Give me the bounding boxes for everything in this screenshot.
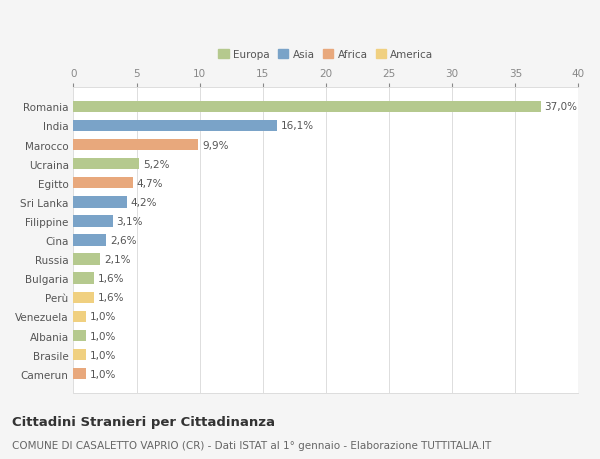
Text: 2,1%: 2,1%: [104, 255, 130, 264]
Text: 1,6%: 1,6%: [97, 293, 124, 302]
Text: 9,9%: 9,9%: [202, 140, 229, 150]
Bar: [73, 216, 113, 227]
Text: COMUNE DI CASALETTO VAPRIO (CR) - Dati ISTAT al 1° gennaio - Elaborazione TUTTIT: COMUNE DI CASALETTO VAPRIO (CR) - Dati I…: [12, 440, 491, 450]
Bar: [73, 178, 133, 189]
Bar: [73, 349, 86, 361]
Text: 1,0%: 1,0%: [90, 312, 116, 322]
Bar: [73, 368, 86, 380]
Bar: [73, 254, 100, 265]
Text: 37,0%: 37,0%: [544, 102, 577, 112]
Bar: [73, 311, 86, 322]
Bar: [73, 292, 94, 303]
Text: 5,2%: 5,2%: [143, 159, 169, 169]
Text: 2,6%: 2,6%: [110, 235, 137, 246]
Bar: [73, 101, 541, 113]
Bar: [73, 140, 199, 151]
Bar: [73, 196, 127, 208]
Bar: [73, 120, 277, 132]
Text: 16,1%: 16,1%: [281, 121, 314, 131]
Bar: [73, 330, 86, 341]
Text: 1,0%: 1,0%: [90, 331, 116, 341]
Text: 1,0%: 1,0%: [90, 369, 116, 379]
Text: 1,0%: 1,0%: [90, 350, 116, 360]
Legend: Europa, Asia, Africa, America: Europa, Asia, Africa, America: [214, 45, 437, 64]
Text: 4,2%: 4,2%: [130, 197, 157, 207]
Text: 3,1%: 3,1%: [116, 217, 143, 226]
Bar: [73, 235, 106, 246]
Text: 4,7%: 4,7%: [137, 178, 163, 188]
Bar: [73, 273, 94, 284]
Text: Cittadini Stranieri per Cittadinanza: Cittadini Stranieri per Cittadinanza: [12, 415, 275, 428]
Text: 1,6%: 1,6%: [97, 274, 124, 284]
Bar: [73, 158, 139, 170]
